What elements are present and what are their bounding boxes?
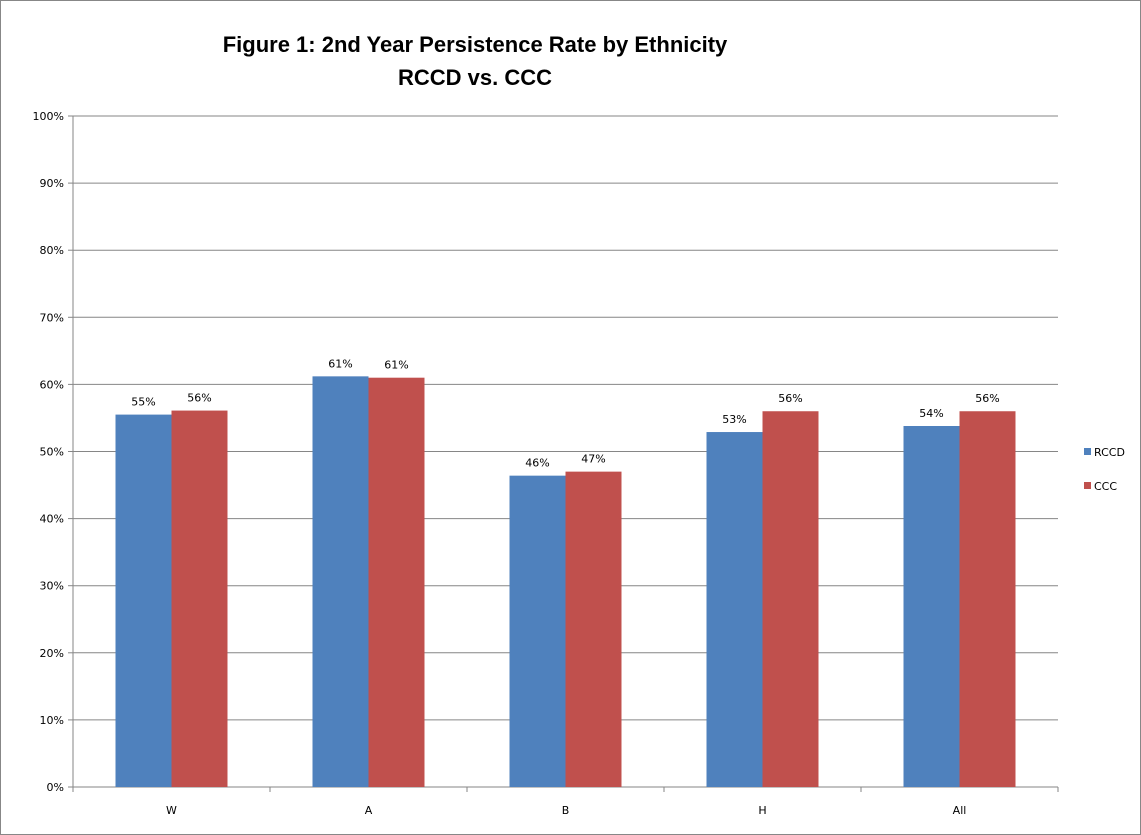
bar-ccc-a xyxy=(368,377,425,787)
legend-swatch-rccd xyxy=(1084,448,1091,455)
chart-title: Figure 1: 2nd Year Persistence Rate by E… xyxy=(222,32,728,57)
bar-ccc-all xyxy=(959,411,1016,787)
bar-ccc-h xyxy=(762,411,819,787)
bar-rccd-w xyxy=(115,414,172,787)
data-label: 56% xyxy=(778,392,802,405)
y-tick-label: 80% xyxy=(40,244,64,257)
bar-rccd-a xyxy=(312,376,369,787)
bar-ccc-b xyxy=(565,471,622,787)
y-tick-label: 10% xyxy=(40,714,64,727)
data-label: 54% xyxy=(919,407,943,420)
x-tick-label: W xyxy=(166,804,177,817)
y-tick-label: 60% xyxy=(40,378,64,391)
legend-label-rccd: RCCD xyxy=(1094,446,1125,459)
bar-ccc-w xyxy=(171,410,228,787)
legend-label-ccc: CCC xyxy=(1094,480,1117,493)
y-tick-label: 70% xyxy=(40,311,64,324)
data-label: 46% xyxy=(525,457,549,470)
y-tick-label: 20% xyxy=(40,647,64,660)
y-tick-label: 40% xyxy=(40,513,64,526)
x-tick-label: A xyxy=(365,804,373,817)
data-label: 55% xyxy=(131,396,155,409)
data-label: 61% xyxy=(328,357,352,370)
x-tick-label: All xyxy=(953,804,967,817)
y-tick-label: 100% xyxy=(33,110,64,123)
chart-subtitle: RCCD vs. CCC xyxy=(397,65,553,90)
data-label: 53% xyxy=(722,413,746,426)
y-tick-label: 90% xyxy=(40,177,64,190)
y-tick-label: 50% xyxy=(40,446,64,459)
y-tick-label: 30% xyxy=(40,580,64,593)
data-label: 56% xyxy=(975,392,999,405)
x-tick-label: B xyxy=(562,804,570,817)
legend-swatch-ccc xyxy=(1084,482,1091,489)
data-label: 56% xyxy=(187,392,211,405)
x-tick-label: H xyxy=(758,804,766,817)
data-label: 61% xyxy=(384,359,408,372)
bar-rccd-b xyxy=(509,475,566,787)
bar-rccd-all xyxy=(903,426,960,787)
y-tick-label: 0% xyxy=(47,781,64,794)
bar-rccd-h xyxy=(706,432,763,787)
data-label: 47% xyxy=(581,453,605,466)
